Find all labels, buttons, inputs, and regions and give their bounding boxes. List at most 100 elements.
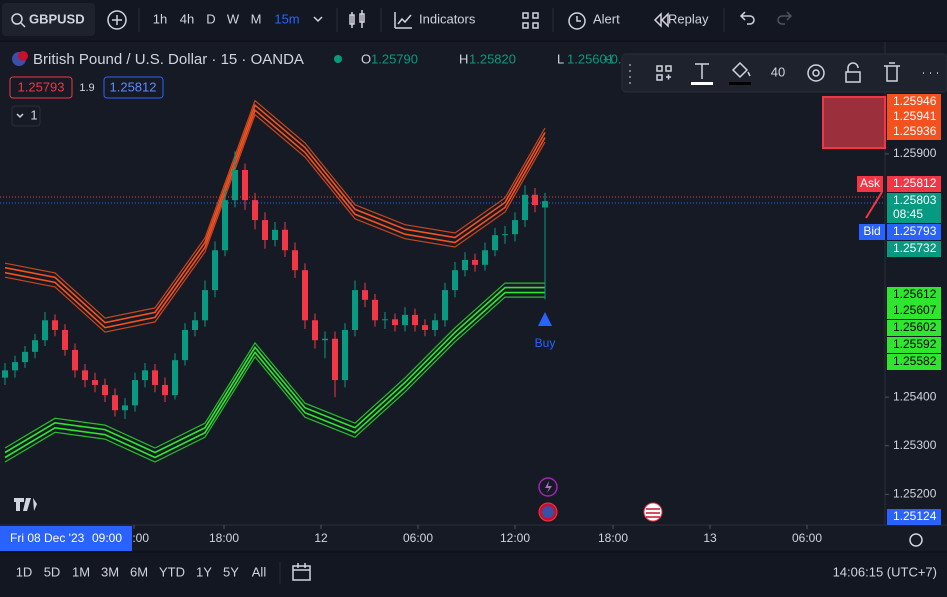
range-button[interactable]: 6M bbox=[130, 564, 148, 579]
range-button[interactable]: 1D bbox=[16, 564, 33, 579]
band-line bbox=[4, 291, 545, 459]
y-tick-label: 1.25200 bbox=[893, 487, 937, 501]
template-button[interactable] bbox=[656, 65, 672, 81]
price-tag-label: 1.25582 bbox=[893, 354, 937, 368]
candle-body bbox=[522, 194, 528, 221]
crosshair-date bbox=[0, 526, 132, 551]
compare-icon bbox=[112, 15, 122, 25]
replay-icon bbox=[653, 12, 669, 28]
time-axis[interactable] bbox=[0, 525, 947, 551]
band-line bbox=[4, 108, 546, 329]
price-tag-label: 1.25612 bbox=[893, 287, 937, 301]
symbol-search[interactable] bbox=[2, 3, 95, 36]
text-color-button[interactable] bbox=[695, 63, 709, 79]
fill-color bbox=[729, 82, 751, 85]
interval[interactable]: 4h bbox=[180, 11, 194, 26]
chevron bbox=[16, 113, 24, 119]
range-button[interactable]: 1M bbox=[72, 564, 90, 579]
side-tag bbox=[857, 176, 883, 192]
band-line bbox=[4, 282, 545, 449]
bottom-toolbar bbox=[0, 553, 947, 597]
undo-button[interactable] bbox=[739, 11, 755, 25]
tv-logo[interactable] bbox=[14, 498, 37, 511]
us-event[interactable] bbox=[643, 502, 663, 522]
compare-button[interactable] bbox=[107, 10, 127, 30]
interval[interactable]: 1h bbox=[153, 11, 167, 26]
range-button[interactable]: 5Y bbox=[223, 564, 239, 579]
indicator-toggle[interactable] bbox=[11, 105, 41, 127]
redo-button[interactable] bbox=[777, 11, 793, 25]
interval[interactable]: M bbox=[251, 11, 262, 26]
price-tag-label: 1.25936 bbox=[893, 124, 937, 138]
candle-body bbox=[182, 329, 188, 361]
price-tag-label: 1.25946 bbox=[893, 94, 937, 108]
interval-active[interactable]: 15m bbox=[274, 11, 299, 26]
clock[interactable]: 14:06:15 (UTC+7) bbox=[833, 564, 937, 579]
lock-button[interactable] bbox=[845, 62, 861, 83]
axis-settings[interactable] bbox=[909, 533, 923, 547]
side-tag-label: Bid bbox=[863, 224, 880, 238]
symbol[interactable]: GBPUSD bbox=[29, 11, 85, 26]
price-tag-label: 1.25812 bbox=[893, 176, 937, 190]
ohlc-value: 1.25601 bbox=[567, 51, 614, 66]
candle-body bbox=[2, 370, 8, 378]
candle-body bbox=[252, 200, 258, 221]
layouts-button[interactable] bbox=[522, 12, 539, 29]
fill-color-button[interactable] bbox=[731, 61, 751, 79]
candle-body bbox=[192, 320, 198, 330]
price-tag-label: 1.25592 bbox=[893, 337, 937, 351]
candle-body bbox=[42, 320, 48, 341]
goto-date-button[interactable] bbox=[292, 563, 311, 581]
symbol-flag bbox=[18, 51, 28, 61]
candle-body bbox=[212, 250, 218, 291]
replay-button[interactable]: Replay bbox=[668, 11, 709, 26]
price-tag bbox=[887, 287, 941, 303]
price-tag bbox=[887, 303, 941, 319]
range-button[interactable]: YTD bbox=[159, 564, 185, 579]
candle-body bbox=[452, 270, 458, 291]
ohlc-label: L bbox=[557, 51, 564, 66]
top-toolbar bbox=[0, 0, 947, 40]
range-button[interactable]: 3M bbox=[101, 564, 119, 579]
chart-pane[interactable] bbox=[0, 42, 885, 525]
chart-type-button[interactable] bbox=[349, 10, 365, 28]
candle-body bbox=[222, 200, 228, 251]
band-line bbox=[4, 113, 546, 333]
interval[interactable]: W bbox=[227, 11, 240, 26]
range-button[interactable]: 5D bbox=[44, 564, 61, 579]
candle-body bbox=[162, 384, 168, 396]
x-tick-label: 06:00 bbox=[792, 531, 822, 545]
delete-button[interactable] bbox=[884, 62, 900, 82]
candle-body bbox=[532, 194, 538, 205]
ohlc-value: 1.25790 bbox=[371, 51, 418, 66]
price-tag bbox=[887, 124, 941, 140]
buy-price[interactable]: 1.25812 bbox=[110, 79, 157, 94]
candle-body bbox=[462, 259, 468, 271]
band-line bbox=[4, 286, 545, 454]
interval[interactable]: D bbox=[206, 11, 215, 26]
price-tag-label: 1.25732 bbox=[893, 241, 937, 255]
sell-button[interactable] bbox=[9, 76, 73, 99]
event-icon[interactable] bbox=[538, 477, 558, 497]
alert-button[interactable]: Alert bbox=[593, 11, 620, 26]
range-button[interactable]: 1Y bbox=[196, 564, 212, 579]
candle-body bbox=[172, 360, 178, 396]
buy-button[interactable] bbox=[103, 76, 164, 99]
candle-body bbox=[352, 290, 358, 330]
price-tag bbox=[887, 109, 941, 125]
indicators-button[interactable]: Indicators bbox=[419, 11, 476, 26]
rectangle-drawing[interactable] bbox=[822, 96, 886, 149]
range-button[interactable]: All bbox=[252, 564, 267, 579]
price-tag bbox=[887, 241, 941, 257]
alert-icon bbox=[576, 16, 581, 22]
font-size[interactable]: 40 bbox=[771, 64, 785, 79]
indicator-count[interactable]: 1 bbox=[30, 107, 37, 122]
interval-dropdown[interactable] bbox=[313, 16, 323, 23]
candle-body bbox=[82, 370, 88, 381]
settings-button[interactable] bbox=[807, 64, 825, 82]
text-color bbox=[691, 82, 713, 85]
candle-body bbox=[482, 250, 488, 265]
price-tag-label: 1.25602 bbox=[893, 320, 937, 334]
sell-price[interactable]: 1.25793 bbox=[18, 79, 65, 94]
